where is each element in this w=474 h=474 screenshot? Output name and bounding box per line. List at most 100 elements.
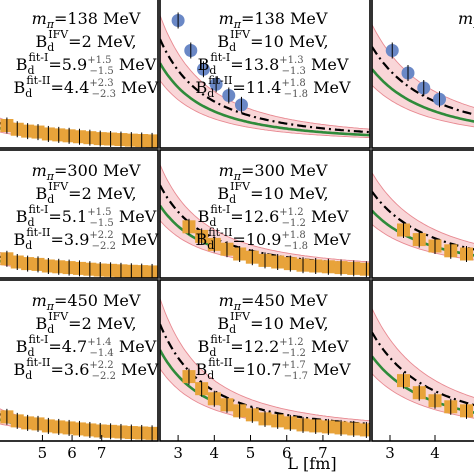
- panel-frame: [0, 0, 159, 149]
- fit-unit: MeV: [116, 230, 159, 249]
- b-symbol: B: [16, 337, 28, 356]
- plot-area: [160, 298, 370, 438]
- panel-frame: [371, 0, 474, 149]
- fit-unit: MeV: [308, 230, 351, 249]
- b-symbol: B: [195, 230, 207, 249]
- b-subscript: d: [229, 323, 236, 336]
- b-superscript: IFV: [48, 28, 69, 41]
- plot-area: [0, 117, 158, 148]
- fit-error-up: +2.3: [89, 78, 113, 89]
- panel-frame: [371, 279, 474, 442]
- mpi-symbol: m: [219, 291, 234, 310]
- mpi-value: =138 MeV: [241, 9, 328, 28]
- fit-value: =10.7: [232, 360, 281, 379]
- fit-annotation: Bdfit-I=4.7+1.4 −1.4 MeV: [16, 333, 157, 359]
- b-symbol: B: [217, 32, 229, 51]
- x-tick-label: 3: [385, 444, 395, 462]
- data-point: [359, 262, 370, 276]
- fit-error-down: −1.3: [282, 66, 306, 77]
- fit-error-up: +1.2: [279, 337, 303, 348]
- b-superscript: fit-I: [210, 333, 230, 346]
- x-tick-label: 3: [173, 444, 183, 462]
- fit-error-up: +1.4: [87, 337, 111, 348]
- fit-error-down: −2.3: [92, 89, 116, 100]
- fit-unit: MeV: [308, 78, 351, 97]
- mpi-annotation: mπ=138 MeV: [458, 9, 474, 31]
- mpi-value: =300 MeV: [241, 161, 328, 180]
- plot-area: [0, 408, 158, 441]
- b-subscript: d: [207, 239, 214, 252]
- band-edge-upper: [372, 172, 474, 244]
- mpi-subscript: π: [46, 170, 55, 183]
- panel-frame: [0, 279, 159, 442]
- error-band: [372, 172, 474, 260]
- mpi-value: =300 MeV: [54, 161, 141, 180]
- b-symbol: B: [195, 360, 207, 379]
- b-symbol: B: [198, 55, 210, 74]
- fit-value: =5.1: [48, 207, 87, 226]
- b-subscript: d: [25, 87, 32, 100]
- fit-annotation: Bdfit-I=13.8+1.3 −1.3 MeV: [198, 51, 349, 77]
- ifv-annotation: BdIFV=2 MeV,: [35, 28, 136, 54]
- mpi-subscript: π: [46, 18, 55, 31]
- b-subscript: d: [209, 64, 216, 77]
- fit-error-down: −1.4: [90, 348, 114, 359]
- plot-area: [160, 12, 370, 139]
- b-subscript: d: [25, 369, 32, 382]
- b-superscript: fit-I: [29, 203, 49, 216]
- fit-value: =11.4: [232, 78, 281, 97]
- b-subscript: d: [207, 87, 214, 100]
- b-superscript: fit-I: [210, 51, 230, 64]
- plot-area: [160, 164, 370, 278]
- mpi-symbol: m: [219, 9, 234, 28]
- b-subscript: d: [47, 323, 54, 336]
- mpi-value: =450 MeV: [54, 291, 141, 310]
- band-edge-upper: [372, 308, 474, 398]
- b-symbol: B: [35, 32, 47, 51]
- fit-error-up: +1.5: [87, 55, 111, 66]
- mpi-subscript: π: [46, 300, 55, 313]
- x-tick-label: 6: [67, 444, 77, 462]
- x-tick-label: 7: [318, 444, 328, 462]
- x-axis-label: L [fm]: [287, 454, 336, 473]
- band-edge-upper: [160, 164, 370, 263]
- fit-value: =4.7: [48, 337, 87, 356]
- x-tick-label: 6: [282, 444, 292, 462]
- b-symbol: B: [16, 55, 28, 74]
- fit-value: =12.2: [230, 337, 279, 356]
- ifv-annotation: BdIFV=10 MeV,: [217, 310, 328, 336]
- mpi-symbol: m: [458, 9, 473, 28]
- fit-unit: MeV: [308, 360, 351, 379]
- x-tick-label: 5: [246, 444, 256, 462]
- fit-error-down: −1.5: [90, 66, 114, 77]
- fit-error-down: −1.8: [284, 241, 308, 252]
- fit-value: =12.6: [230, 207, 279, 226]
- panel: [371, 149, 474, 279]
- band-edge-upper: [160, 298, 370, 422]
- fit-error-up: +1.8: [281, 230, 305, 241]
- x-tick-label: 4: [210, 444, 220, 462]
- mpi-symbol: m: [32, 161, 47, 180]
- b-subscript: d: [47, 41, 54, 54]
- b-symbol: B: [14, 360, 26, 379]
- ifv-annotation: BdIFV=10 MeV,: [217, 180, 328, 206]
- mpi-subscript: π: [233, 170, 242, 183]
- b-superscript: fit-I: [210, 203, 230, 216]
- fit-error-up: +1.2: [279, 207, 303, 218]
- ifv-curve: [372, 191, 474, 251]
- x-tick-label: 5: [38, 444, 48, 462]
- fit-error-down: −1.7: [284, 371, 308, 382]
- fit-error-down: −1.2: [282, 218, 306, 229]
- fit-error-down: −1.5: [90, 218, 114, 229]
- ifv-value: =10 MeV,: [250, 32, 329, 51]
- b-superscript: fit-II: [26, 226, 50, 239]
- b-subscript: d: [25, 239, 32, 252]
- fit-annotation: Bdfit-II=3.6+2.2 −2.2 MeV: [14, 356, 159, 382]
- fit-error-down: −1.8: [284, 89, 308, 100]
- b-superscript: fit-II: [26, 356, 50, 369]
- b-superscript: fit-II: [208, 74, 232, 87]
- fit-value: =5.9: [48, 55, 87, 74]
